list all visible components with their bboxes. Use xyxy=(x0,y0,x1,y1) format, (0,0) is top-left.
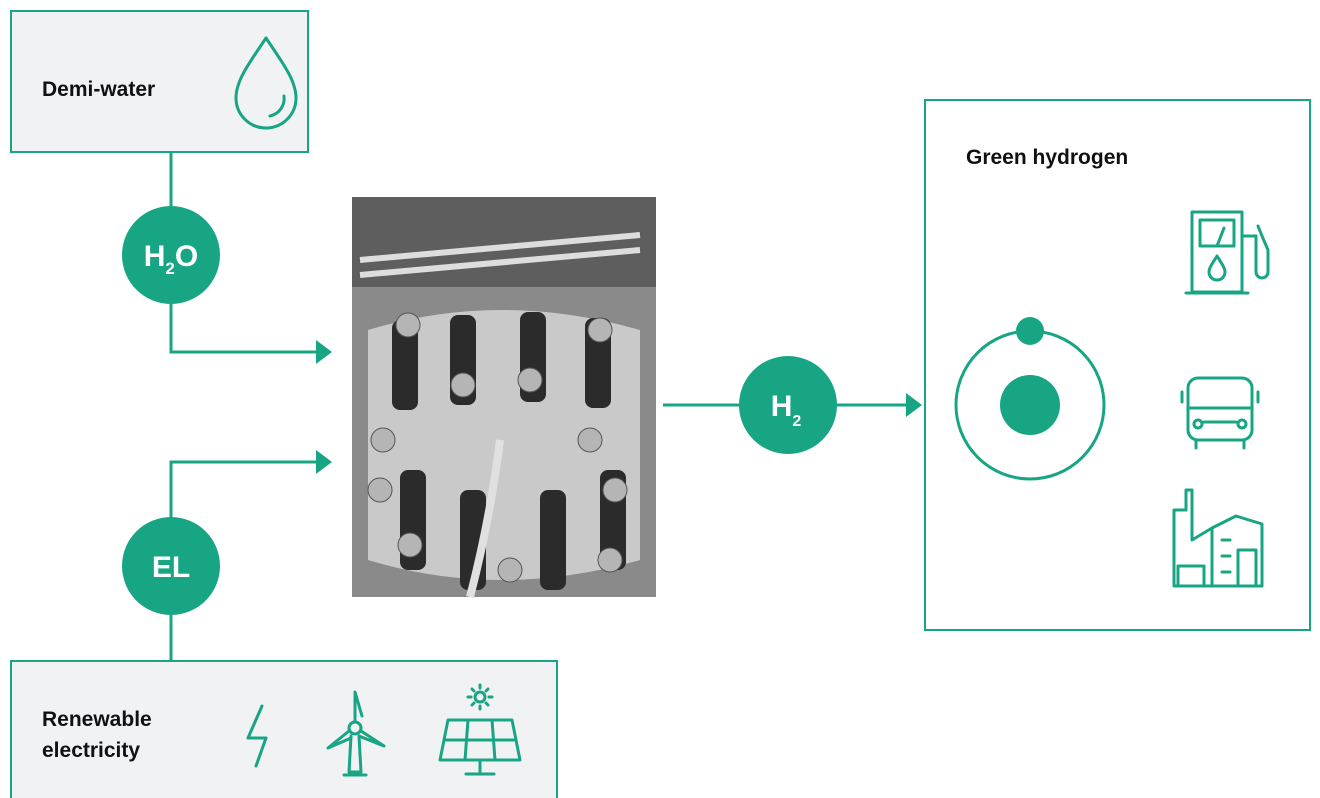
label-part: H xyxy=(771,390,793,423)
diagram: Demi-water H2O EL H2 Green hydrogen xyxy=(0,0,1320,798)
arrow xyxy=(906,393,922,417)
output-title: Green hydrogen xyxy=(966,146,1128,169)
electrolyser-photo xyxy=(352,197,656,597)
electricity-badge-label: EL xyxy=(152,551,190,584)
label-part: O xyxy=(175,240,198,273)
label-part: 2 xyxy=(165,259,174,278)
label-part: 2 xyxy=(792,413,801,430)
energy-title-line: Renewable xyxy=(42,708,152,731)
water-badge xyxy=(122,206,220,304)
energy-title-line: electricity xyxy=(42,739,140,762)
arrow xyxy=(316,340,332,364)
label-part: H xyxy=(144,240,166,273)
source-title: Demi-water xyxy=(42,78,155,101)
arrow xyxy=(316,450,332,474)
